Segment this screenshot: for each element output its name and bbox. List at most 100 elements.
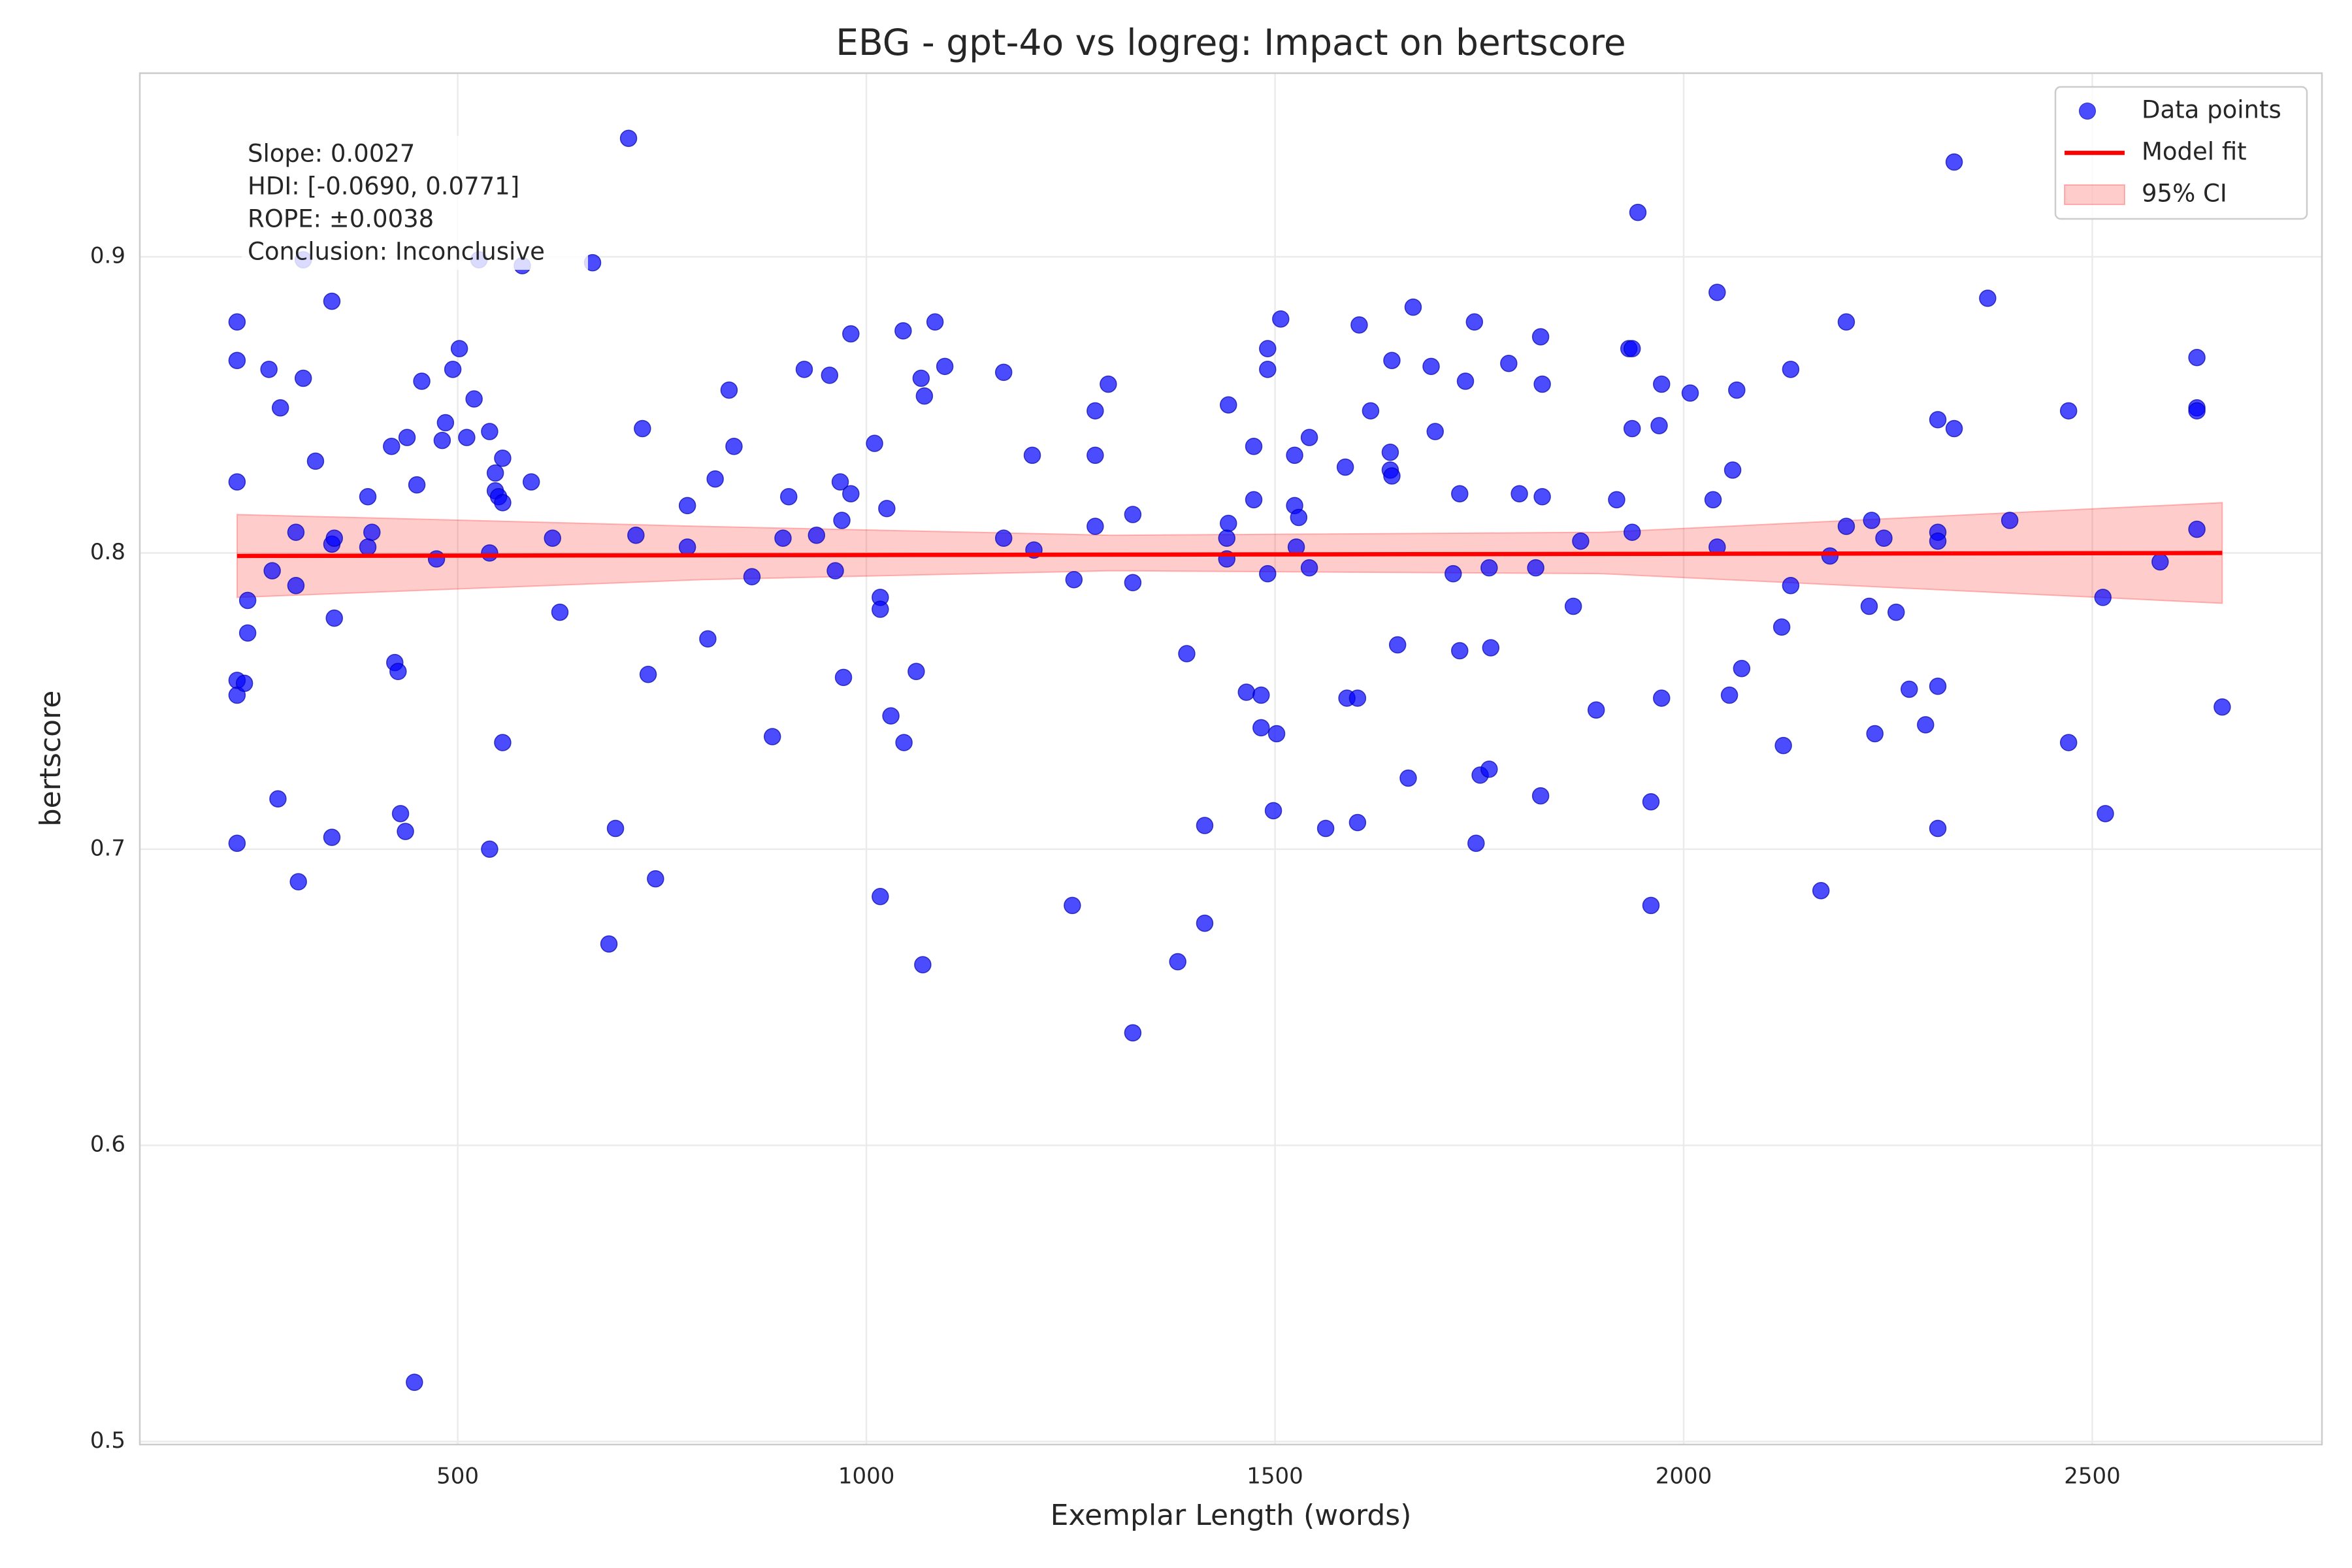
data-point <box>795 361 813 378</box>
data-point <box>912 369 930 387</box>
data-point <box>1887 603 1905 621</box>
data-point <box>915 387 934 405</box>
data-point <box>397 823 414 840</box>
data-point <box>1267 725 1286 743</box>
data-point <box>1252 686 1270 704</box>
data-point <box>1866 725 1884 743</box>
data-point <box>1917 716 1935 734</box>
data-point <box>831 473 849 491</box>
data-point <box>408 476 426 494</box>
data-point <box>1704 491 1722 509</box>
data-point <box>1723 461 1742 479</box>
data-point <box>1348 689 1367 707</box>
plot-frame <box>139 72 2323 1446</box>
x-tick-label: 1000 <box>838 1463 895 1490</box>
data-point <box>907 662 925 681</box>
data-point <box>2097 805 2114 823</box>
data-point <box>1350 316 1368 334</box>
data-point <box>1837 313 1855 331</box>
legend-marker <box>2064 184 2125 205</box>
data-point <box>228 351 246 369</box>
data-point <box>1456 372 1475 390</box>
data-point <box>763 728 781 745</box>
data-point <box>743 568 761 585</box>
data-point <box>228 313 246 331</box>
data-point <box>678 538 696 556</box>
data-point <box>522 473 540 491</box>
data-point <box>306 452 325 470</box>
data-point <box>2213 698 2231 716</box>
y-tick-label: 0.5 <box>90 1428 125 1454</box>
data-point <box>833 512 851 529</box>
data-point <box>619 129 638 147</box>
data-point <box>235 674 253 693</box>
data-point <box>1929 411 1947 429</box>
data-point <box>821 367 839 384</box>
data-point <box>1124 506 1142 523</box>
data-point <box>866 434 883 452</box>
data-point <box>1218 529 1235 547</box>
annotation-layer: Slope: 0.0027 HDI: [-0.0690, 0.0771] ROPE:… <box>248 140 545 266</box>
data-point <box>1316 819 1335 838</box>
data-point <box>228 834 246 852</box>
data-point <box>325 609 343 627</box>
data-point <box>1733 659 1751 678</box>
data-point <box>1929 532 1947 550</box>
data-point <box>436 414 455 432</box>
data-point <box>481 544 498 562</box>
data-point <box>228 473 246 491</box>
data-point <box>1708 284 1726 301</box>
plot-layer <box>228 129 2231 1392</box>
data-point <box>263 562 281 580</box>
data-point <box>544 529 561 547</box>
data-point <box>1124 1024 1142 1042</box>
data-point <box>260 361 278 378</box>
data-point <box>1259 361 1277 378</box>
y-tick-label: 0.6 <box>90 1132 125 1158</box>
data-point <box>238 624 257 642</box>
data-point <box>323 828 341 846</box>
data-point <box>1720 686 1739 704</box>
data-point <box>606 819 625 838</box>
data-point <box>481 840 498 858</box>
data-point <box>486 464 504 482</box>
data-point <box>413 372 431 390</box>
data-point <box>826 562 844 580</box>
legend: Data points Model fit 95% CI <box>2054 86 2308 220</box>
data-point <box>1362 402 1380 420</box>
data-point <box>1945 153 1963 171</box>
annotation: Conclusion: Inconclusive <box>248 238 545 266</box>
data-point <box>444 361 462 378</box>
data-point <box>1774 736 1792 755</box>
legend-frame <box>2054 86 2308 220</box>
data-point <box>1572 532 1590 550</box>
data-point <box>1065 570 1083 589</box>
data-point <box>994 363 1013 382</box>
data-point <box>936 357 954 376</box>
data-point <box>1531 787 1550 805</box>
data-point <box>842 485 860 503</box>
data-point <box>1300 429 1318 446</box>
x-tick-label: 2000 <box>1656 1463 1712 1490</box>
data-point <box>323 292 341 310</box>
data-point <box>1252 719 1270 737</box>
data-point <box>842 325 860 343</box>
y-tick-label: 0.7 <box>90 835 125 861</box>
data-point <box>639 666 657 683</box>
data-point <box>238 591 257 610</box>
data-point <box>289 873 307 890</box>
y-tick-label: 0.8 <box>90 539 125 565</box>
data-point <box>1650 417 1668 434</box>
data-point <box>287 523 305 541</box>
data-point <box>1023 446 1041 465</box>
data-point <box>1945 419 1963 438</box>
data-point <box>678 497 696 515</box>
data-point <box>2001 512 2019 529</box>
data-point <box>2151 553 2169 571</box>
data-point <box>1348 813 1367 832</box>
data-point <box>1259 340 1277 357</box>
data-point <box>406 1373 423 1392</box>
data-point <box>269 790 287 808</box>
data-point <box>1837 517 1855 535</box>
